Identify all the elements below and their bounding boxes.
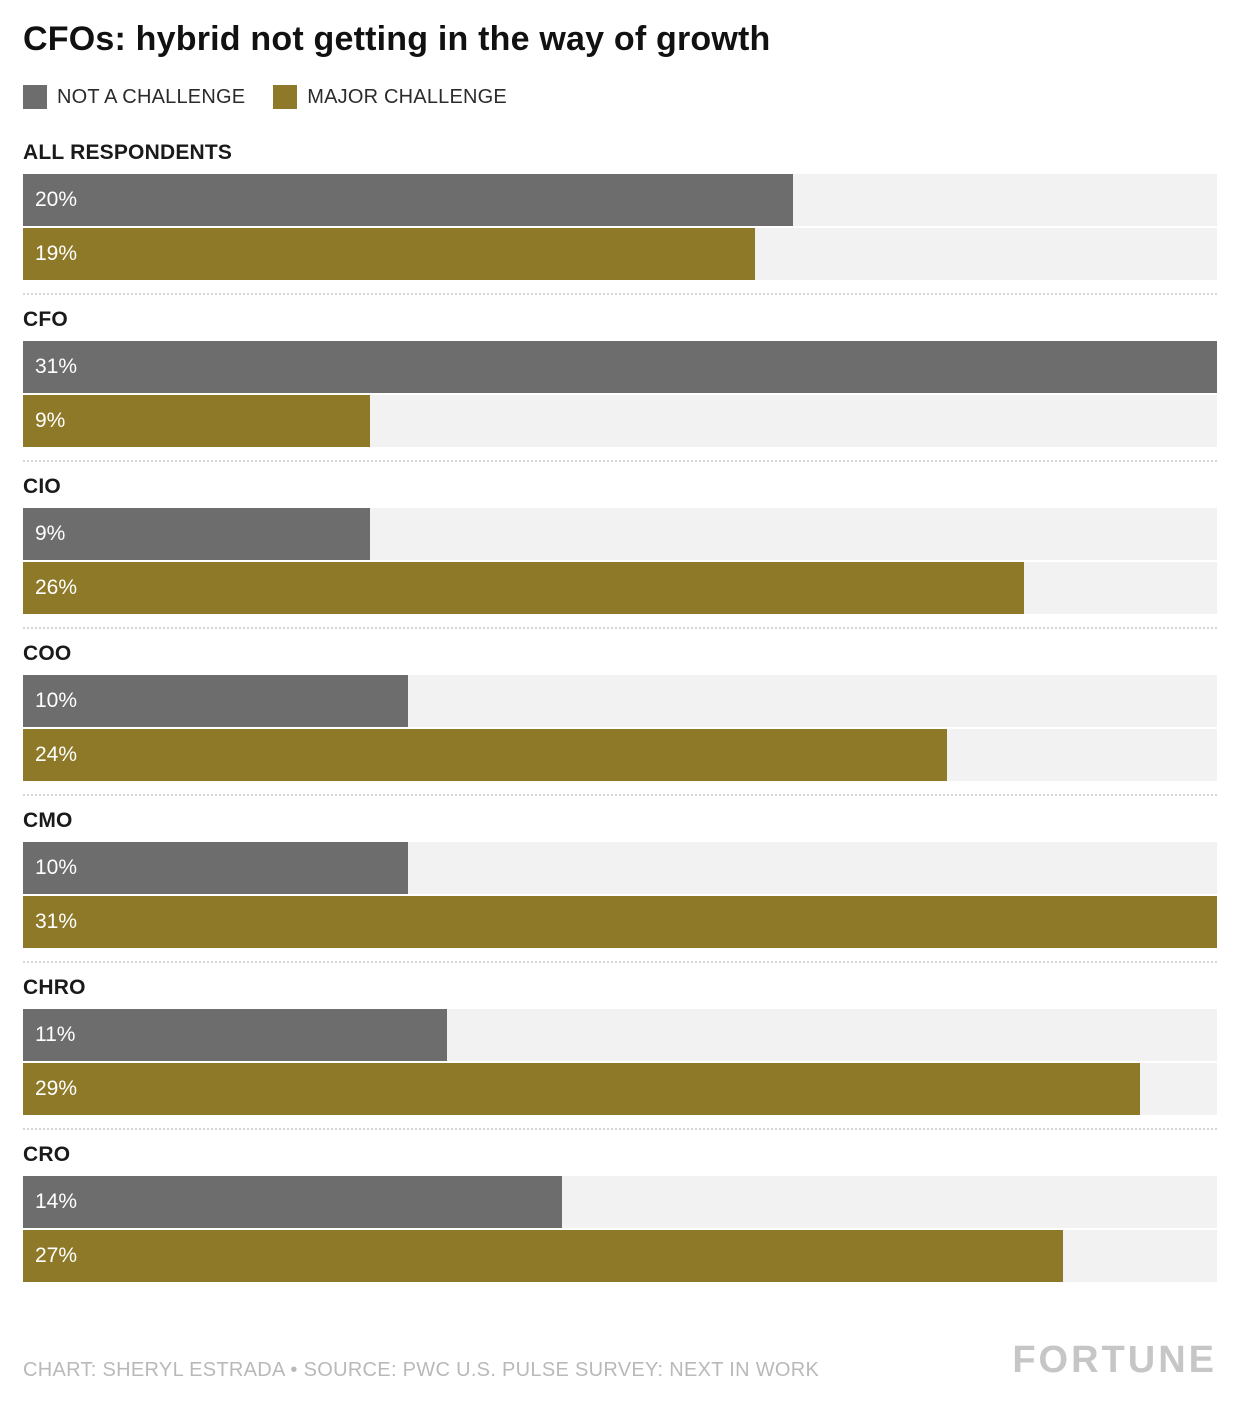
bar-not-a-challenge: 10%: [23, 675, 409, 727]
bar-major-challenge: 31%: [23, 896, 1217, 948]
category-label: COO: [23, 642, 72, 665]
category-label: CIO: [23, 475, 61, 498]
category-label: CHRO: [23, 976, 86, 999]
chart-group: CRO 14% 27%: [23, 1143, 1217, 1295]
bar-not-a-challenge: 9%: [23, 508, 370, 560]
chart-group: CMO 10% 31%: [23, 809, 1217, 963]
bar-track: 20%: [23, 174, 1217, 226]
chart-title: CFOs: hybrid not getting in the way of g…: [23, 20, 771, 58]
chart-group: CFO 31% 9%: [23, 308, 1217, 462]
category-label: CRO: [23, 1143, 71, 1166]
bar-value-label: 19%: [35, 242, 78, 265]
chart-group: CHRO 11% 29%: [23, 976, 1217, 1130]
fortune-logo: FORTUNE: [1012, 1339, 1217, 1381]
bar-track: 31%: [23, 896, 1217, 948]
bar-major-challenge: 24%: [23, 729, 948, 781]
legend-swatch-icon: [23, 85, 47, 109]
bar-value-label: 31%: [35, 910, 78, 933]
bar-track: 10%: [23, 675, 1217, 727]
bar-track: 9%: [23, 508, 1217, 560]
chart-groups: ALL RESPONDENTS 20% 19% CFO 31% 9% CIO 9% 26% COO…: [23, 141, 1217, 1295]
bar-track: 11%: [23, 1009, 1217, 1061]
chart-group: COO 10% 24%: [23, 642, 1217, 796]
bar-major-challenge: 29%: [23, 1063, 1140, 1115]
bar-not-a-challenge: 11%: [23, 1009, 447, 1061]
category-label: ALL RESPONDENTS: [23, 141, 233, 164]
bar-not-a-challenge: 10%: [23, 842, 409, 894]
bar-major-challenge: 27%: [23, 1230, 1063, 1282]
bar-value-label: 24%: [35, 743, 78, 766]
credit-line: CHART: SHERYL ESTRADA • SOURCE: PWC U.S.…: [23, 1359, 820, 1381]
bar-value-label: 29%: [35, 1077, 78, 1100]
chart-group: CIO 9% 26%: [23, 475, 1217, 629]
bar-not-a-challenge: 14%: [23, 1176, 563, 1228]
chart-legend: NOT A CHALLENGE MAJOR CHALLENGE: [23, 85, 1217, 109]
bar-value-label: 9%: [35, 522, 66, 545]
bar-value-label: 31%: [35, 355, 78, 378]
category-label: CMO: [23, 809, 73, 832]
legend-label: MAJOR CHALLENGE: [307, 85, 507, 108]
category-label: CFO: [23, 308, 68, 331]
bar-value-label: 10%: [35, 689, 78, 712]
bar-not-a-challenge: 20%: [23, 174, 794, 226]
legend-swatch-icon: [273, 85, 298, 109]
bar-value-label: 26%: [35, 576, 78, 599]
bar-track: 26%: [23, 562, 1217, 614]
bar-value-label: 20%: [35, 188, 78, 211]
bar-major-challenge: 26%: [23, 562, 1025, 614]
chart-group: ALL RESPONDENTS 20% 19%: [23, 141, 1217, 295]
bar-value-label: 11%: [35, 1023, 76, 1046]
bar-track: 27%: [23, 1230, 1217, 1282]
bar-track: 9%: [23, 395, 1217, 447]
bar-track: 10%: [23, 842, 1217, 894]
bar-track: 19%: [23, 228, 1217, 280]
bar-not-a-challenge: 31%: [23, 341, 1217, 393]
bar-value-label: 10%: [35, 856, 78, 879]
bar-value-label: 14%: [35, 1190, 78, 1213]
bar-major-challenge: 9%: [23, 395, 370, 447]
legend-label: NOT A CHALLENGE: [57, 85, 246, 108]
bar-value-label: 9%: [35, 409, 66, 432]
bar-track: 31%: [23, 341, 1217, 393]
legend-item: NOT A CHALLENGE: [23, 85, 245, 109]
bar-value-label: 27%: [35, 1244, 78, 1267]
bar-major-challenge: 19%: [23, 228, 755, 280]
chart-footer: CHART: SHERYL ESTRADA • SOURCE: PWC U.S.…: [23, 1339, 1217, 1382]
legend-item: MAJOR CHALLENGE: [273, 85, 507, 109]
bar-track: 24%: [23, 729, 1217, 781]
bar-track: 14%: [23, 1176, 1217, 1228]
bar-track: 29%: [23, 1063, 1217, 1115]
